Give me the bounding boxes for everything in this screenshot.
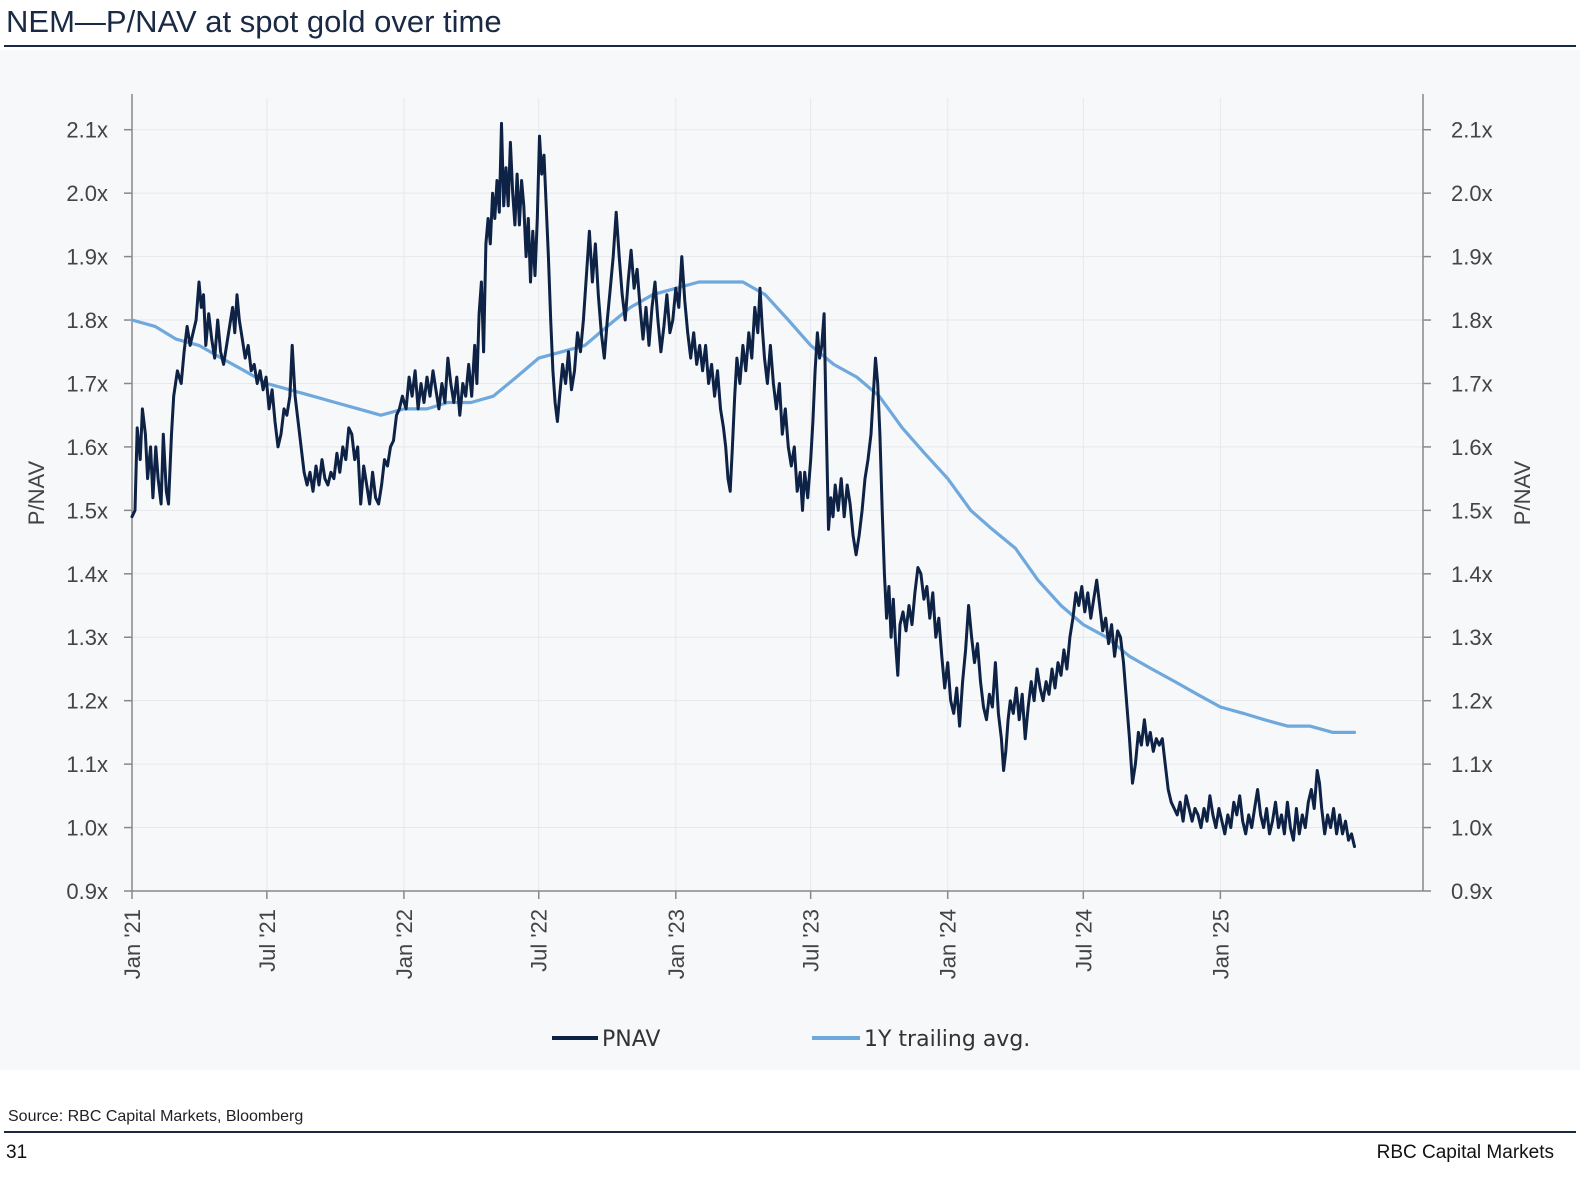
y-tick-label-left: 0.9x bbox=[66, 879, 108, 904]
x-tick-label: Jan '24 bbox=[936, 909, 961, 979]
y-tick-label-right: 1.2x bbox=[1451, 689, 1493, 714]
y-tick-label-left: 1.5x bbox=[66, 498, 108, 523]
y-axis-left-ticks: 0.9x 1.0x 1.1x 1.2x 1.3x 1.4x 1.5x 1.6x 1.7x 1.8x… bbox=[66, 118, 132, 904]
y-tick-label-right: 1.3x bbox=[1451, 625, 1493, 650]
x-tick-label: Jan '23 bbox=[664, 909, 689, 979]
chart-panel bbox=[0, 50, 1580, 1070]
y-tick-label-right: 1.5x bbox=[1451, 498, 1493, 523]
y-tick-label-right: 1.1x bbox=[1451, 752, 1493, 777]
x-tick-label: Jul '22 bbox=[527, 909, 552, 972]
y-tick-label-left: 1.7x bbox=[66, 371, 108, 396]
brand-name: RBC Capital Markets bbox=[1376, 1142, 1554, 1163]
y-tick-label-right: 1.7x bbox=[1451, 371, 1493, 396]
y-tick-label-left: 1.4x bbox=[66, 562, 108, 587]
axes bbox=[131, 94, 1424, 892]
x-tick-label: Jul '24 bbox=[1071, 909, 1096, 972]
y-tick-label-left: 1.8x bbox=[66, 308, 108, 333]
series-line-trailing-avg bbox=[130, 280, 1357, 734]
y-tick-label-left: 1.3x bbox=[66, 625, 108, 650]
legend: PNAV 1Y trailing avg. bbox=[552, 1027, 1030, 1052]
page-number: 31 bbox=[6, 1142, 28, 1163]
x-tick-label: Jul '21 bbox=[255, 909, 280, 972]
series-lines bbox=[130, 121, 1357, 849]
x-tick-label: Jan '25 bbox=[1208, 909, 1233, 979]
y-tick-label-left: 1.2x bbox=[66, 689, 108, 714]
y-tick-label-right: 1.8x bbox=[1451, 308, 1493, 333]
y-tick-label-left: 1.0x bbox=[66, 816, 108, 841]
x-tick-label: Jan '22 bbox=[392, 909, 417, 979]
footer-divider bbox=[4, 1131, 1576, 1133]
legend-label-pnav: PNAV bbox=[602, 1027, 660, 1052]
y-tick-label-right: 1.4x bbox=[1451, 562, 1493, 587]
y-tick-label-left: 1.9x bbox=[66, 245, 108, 270]
x-tick-label: Jul '23 bbox=[799, 909, 824, 972]
y-axis-title-left: P/NAV bbox=[24, 460, 49, 525]
series-line-pnav bbox=[130, 121, 1356, 849]
gridlines bbox=[131, 98, 1423, 892]
legend-label-trailing-avg: 1Y trailing avg. bbox=[864, 1027, 1030, 1052]
y-tick-label-right: 1.9x bbox=[1451, 245, 1493, 270]
y-tick-label-left: 2.1x bbox=[66, 118, 108, 143]
y-axis-title-right: P/NAV bbox=[1510, 460, 1535, 525]
source-note: Source: RBC Capital Markets, Bloomberg bbox=[8, 1108, 304, 1125]
y-tick-label-right: 1.0x bbox=[1451, 816, 1493, 841]
y-tick-label-right: 1.6x bbox=[1451, 435, 1493, 460]
x-tick-label: Jan '21 bbox=[120, 909, 145, 979]
page-title: NEM—P/NAV at spot gold over time bbox=[6, 4, 502, 39]
y-tick-label-left: 1.6x bbox=[66, 435, 108, 460]
y-axis-right-ticks: 0.9x 1.0x 1.1x 1.2x 1.3x 1.4x 1.5x 1.6x 1.7x 1.8x… bbox=[1423, 118, 1493, 904]
y-tick-label-left: 1.1x bbox=[66, 752, 108, 777]
y-tick-label-right: 0.9x bbox=[1451, 879, 1493, 904]
y-tick-label-right: 2.0x bbox=[1451, 181, 1493, 206]
y-tick-label-right: 2.1x bbox=[1451, 118, 1493, 143]
y-tick-label-left: 2.0x bbox=[66, 181, 108, 206]
x-axis-ticks: Jan '21 Jul '21 Jan '22 Jul '22 Jan '23 Jul '… bbox=[120, 891, 1233, 979]
title-divider bbox=[4, 45, 1576, 47]
